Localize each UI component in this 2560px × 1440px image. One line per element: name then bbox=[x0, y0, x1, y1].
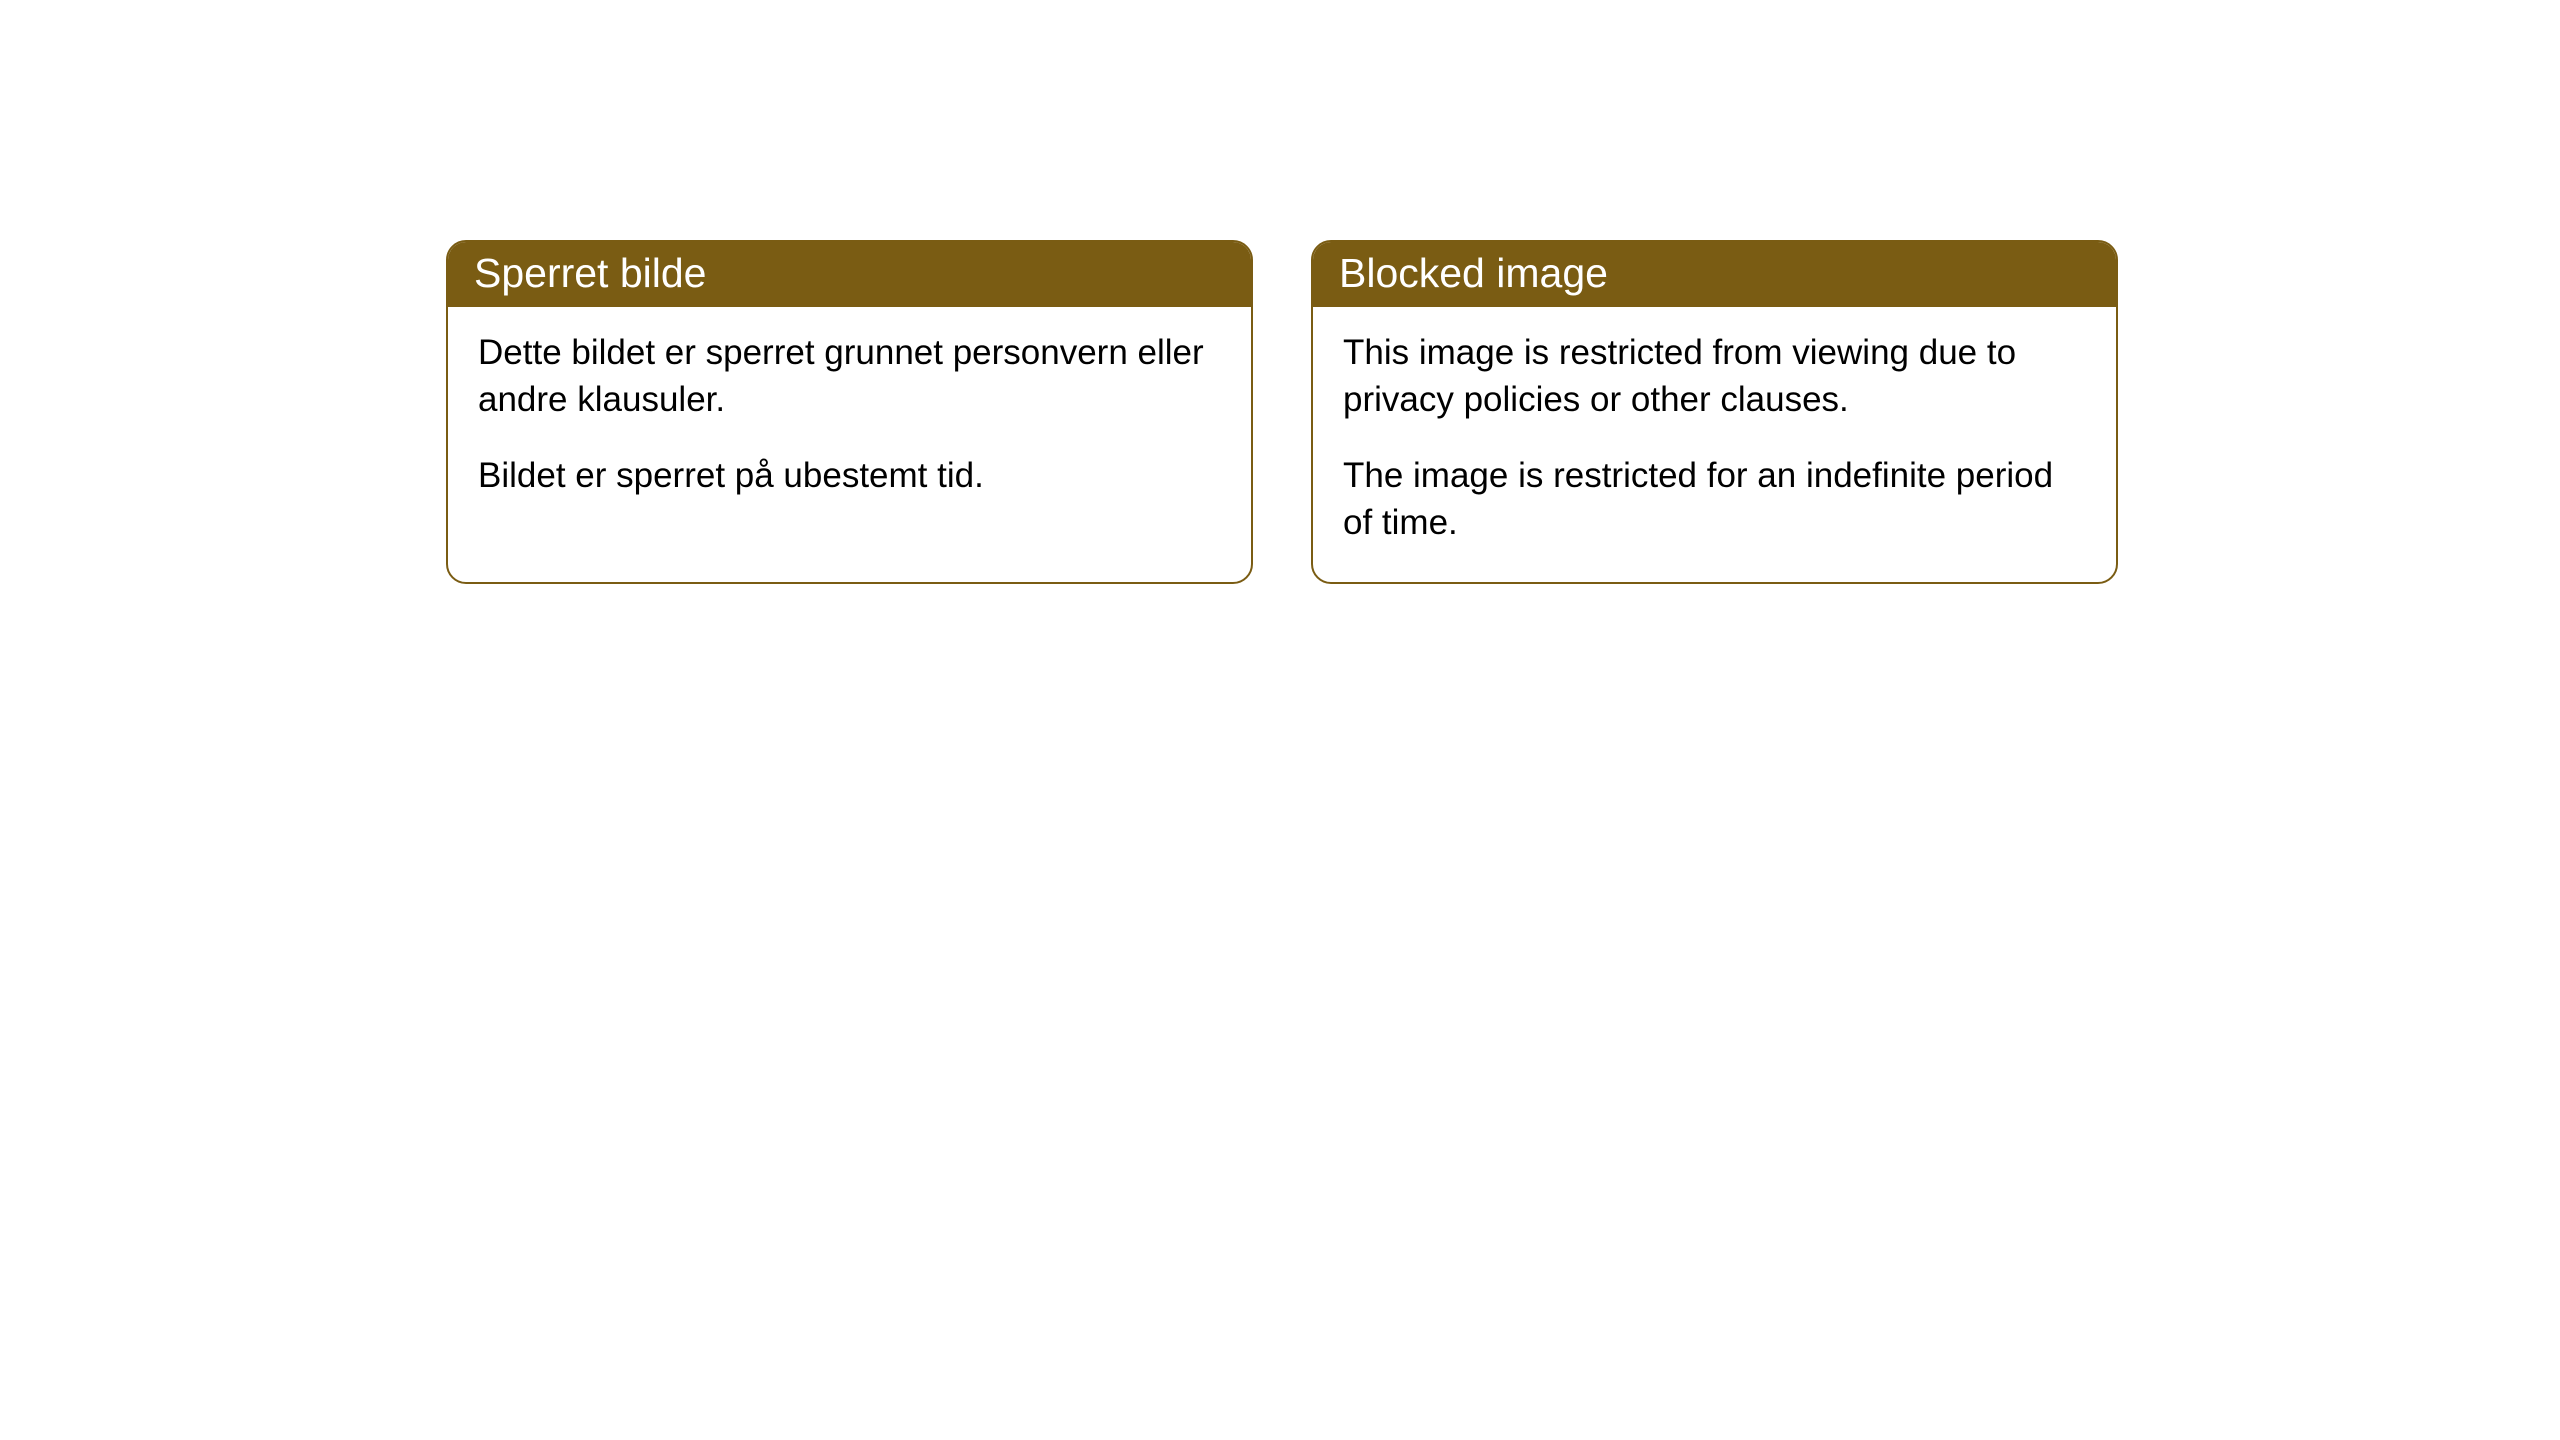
card-header: Blocked image bbox=[1313, 242, 2116, 307]
card-paragraph: Dette bildet er sperret grunnet personve… bbox=[478, 329, 1221, 424]
card-title: Blocked image bbox=[1339, 250, 1608, 296]
card-body: Dette bildet er sperret grunnet personve… bbox=[448, 307, 1251, 535]
card-header: Sperret bilde bbox=[448, 242, 1251, 307]
card-title: Sperret bilde bbox=[474, 250, 706, 296]
notice-card-english: Blocked image This image is restricted f… bbox=[1311, 240, 2118, 584]
card-paragraph: This image is restricted from viewing du… bbox=[1343, 329, 2086, 424]
card-paragraph: Bildet er sperret på ubestemt tid. bbox=[478, 452, 1221, 499]
notice-cards-container: Sperret bilde Dette bildet er sperret gr… bbox=[446, 240, 2118, 584]
card-paragraph: The image is restricted for an indefinit… bbox=[1343, 452, 2086, 547]
card-body: This image is restricted from viewing du… bbox=[1313, 307, 2116, 582]
notice-card-norwegian: Sperret bilde Dette bildet er sperret gr… bbox=[446, 240, 1253, 584]
